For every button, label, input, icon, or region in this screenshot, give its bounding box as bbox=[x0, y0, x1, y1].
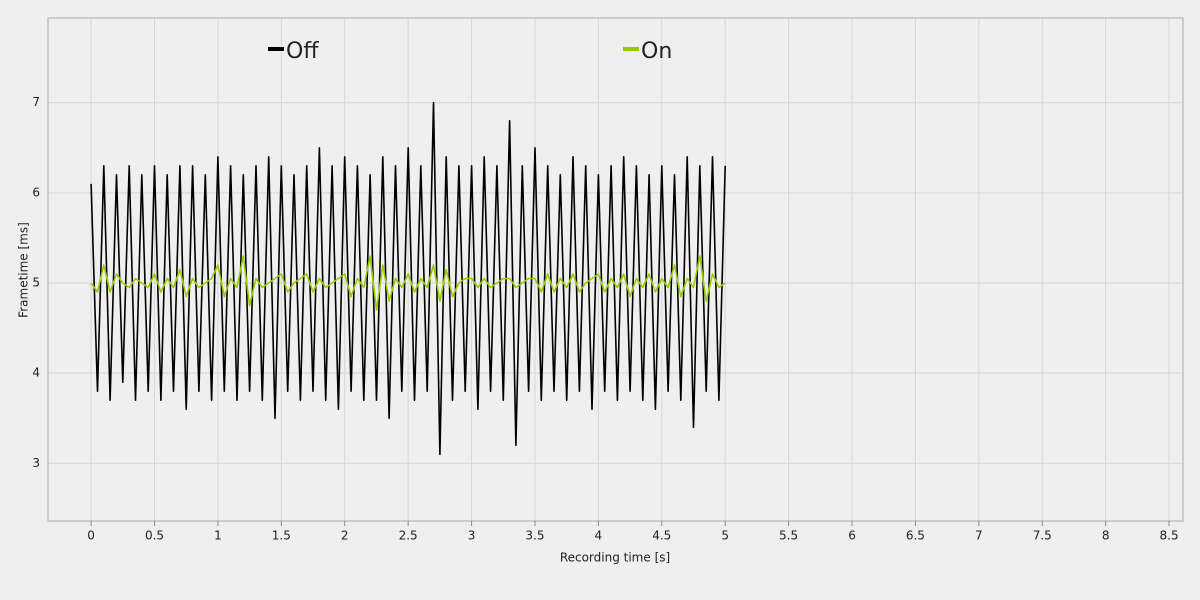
x-tick-label: 0 bbox=[87, 529, 95, 543]
x-tick-label: 5.5 bbox=[779, 529, 798, 543]
x-axis-label: Recording time [s] bbox=[560, 551, 670, 565]
x-tick-label: 6.5 bbox=[906, 529, 925, 543]
x-tick-label: 7 bbox=[975, 529, 983, 543]
legend-label: Off bbox=[286, 39, 319, 64]
x-tick-label: 8 bbox=[1102, 529, 1110, 543]
series-line bbox=[90, 255, 726, 311]
x-tick-label: 2.5 bbox=[399, 529, 418, 543]
legend-label: On bbox=[641, 39, 672, 64]
y-tick-label: 6 bbox=[32, 185, 40, 199]
series-line bbox=[90, 101, 726, 456]
x-tick-label: 3.5 bbox=[525, 529, 544, 543]
x-tick-label: 6 bbox=[848, 529, 856, 543]
x-tick-label: 5 bbox=[721, 529, 729, 543]
x-tick-label: 0.5 bbox=[145, 529, 164, 543]
x-tick-label: 3 bbox=[468, 529, 476, 543]
grid bbox=[48, 18, 1183, 521]
x-tick-label: 1 bbox=[214, 529, 222, 543]
x-tick-label: 4.5 bbox=[652, 529, 671, 543]
y-tick-label: 7 bbox=[32, 95, 40, 109]
y-tick-label: 3 bbox=[32, 456, 40, 470]
y-tick-label: 4 bbox=[32, 366, 40, 380]
x-tick-label: 4 bbox=[595, 529, 603, 543]
y-axis-label: Frametime [ms] bbox=[17, 222, 31, 318]
x-tick-label: 1.5 bbox=[272, 529, 291, 543]
x-tick-label: 7.5 bbox=[1033, 529, 1052, 543]
x-tick-label: 2 bbox=[341, 529, 349, 543]
plot-frame bbox=[47, 17, 1184, 522]
x-tick-label: 8.5 bbox=[1160, 529, 1179, 543]
y-tick-label: 5 bbox=[32, 276, 40, 290]
